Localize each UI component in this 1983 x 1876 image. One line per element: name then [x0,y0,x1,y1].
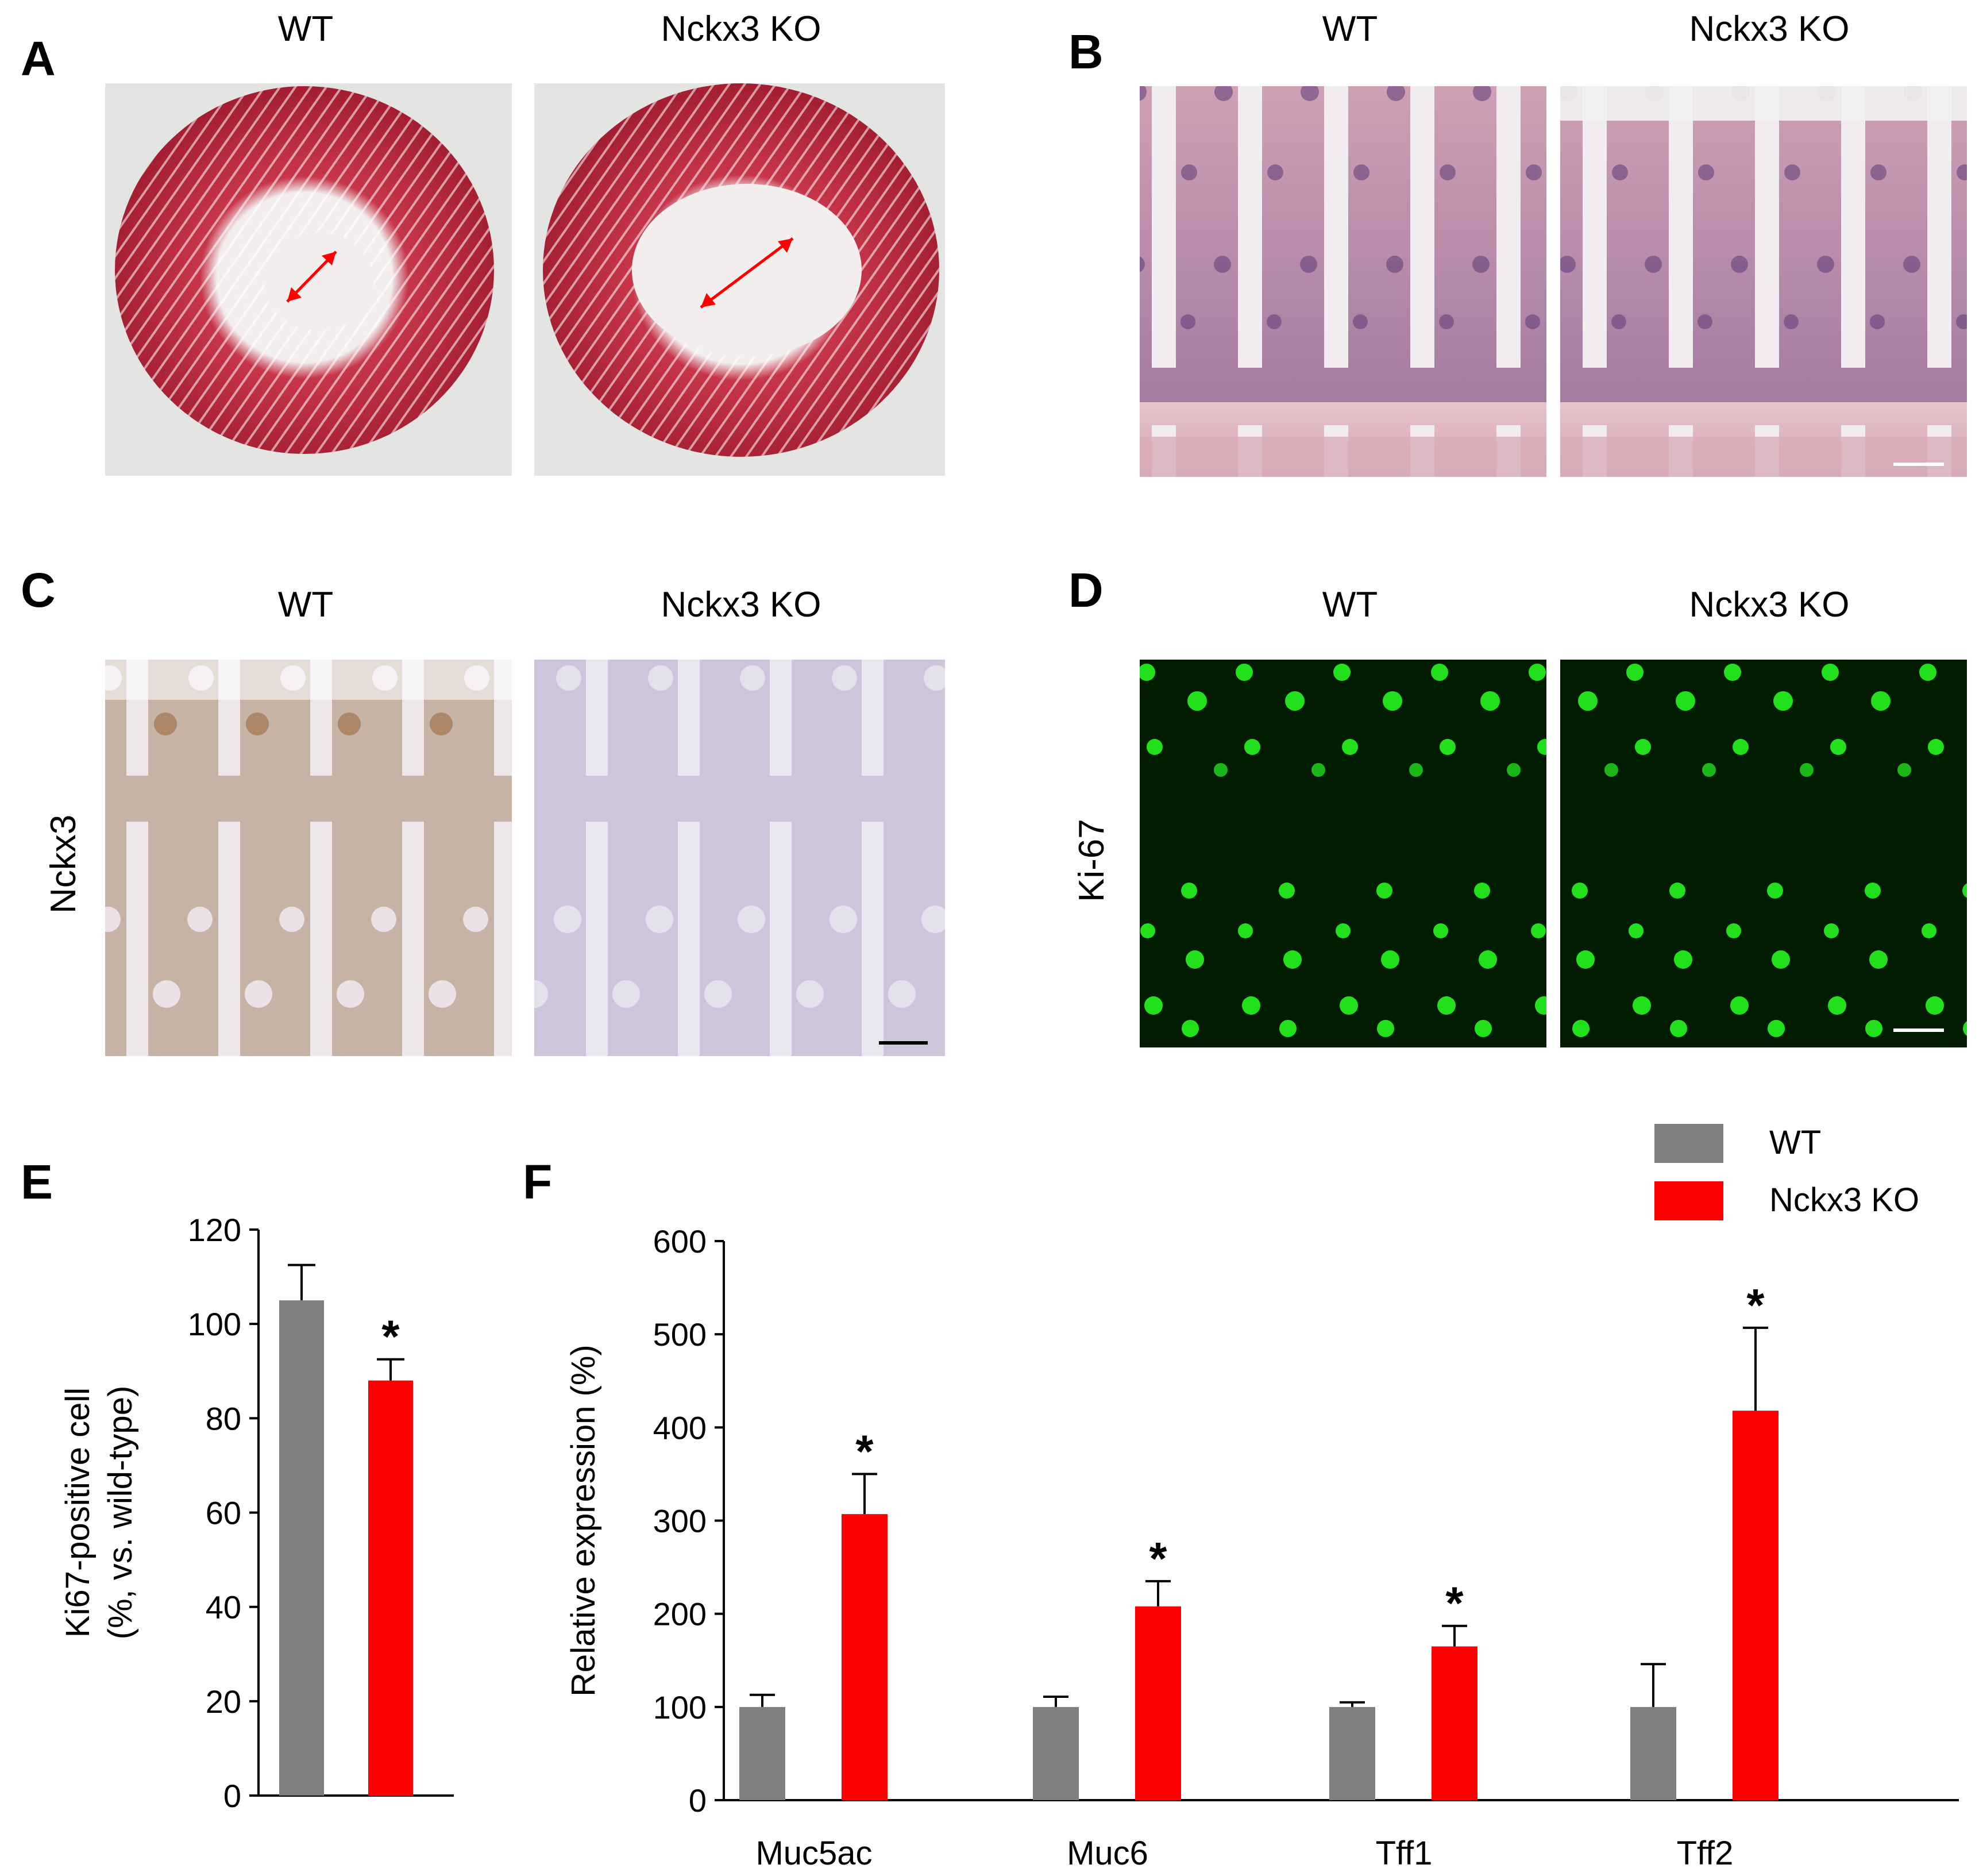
panel-b-ko-label: Nckx3 KO [1689,9,1850,49]
panel-letter-e: E [21,1155,53,1209]
chart-f-bar-muc6-ko [1135,1606,1181,1800]
chart-e-bar-ko [368,1380,413,1796]
panel-letter-c: C [21,563,56,617]
panel-b-ko-image [1560,86,1967,477]
chart-f-y-tick-label: 200 [653,1596,707,1632]
panel-a-wt-label: WT [277,9,334,49]
panel-a-ko-arrow [700,237,794,309]
chart-f-y-tick-label: 500 [653,1316,707,1353]
panel-letter-d: D [1068,563,1104,617]
chart-f-bar-tff2-ko [1733,1411,1778,1800]
panel-d-wt-image [1140,660,1546,1047]
chart-e-y-tick-label: 120 [188,1212,241,1248]
panel-a-wt-image [105,83,512,476]
chart-f-significance: * [1149,1533,1167,1584]
chart-e-y-tick-label: 0 [223,1778,241,1814]
chart-e-y-tick-label: 40 [206,1589,241,1625]
panel-b-wt-image [1140,86,1546,477]
chart-e-bar-wt [279,1300,324,1796]
panel-c-wt-label: WT [277,585,334,625]
panel-c-wt-image [105,660,512,1056]
panel-c-ko-label: Nckx3 KO [661,585,821,625]
chart-f-y-tick-label: 300 [653,1503,707,1539]
chart-f-x-tick-label: Muc5ac [755,1835,872,1867]
chart-e-y-tick-label: 100 [188,1306,241,1342]
chart-e-y-tick-label: 80 [206,1400,241,1436]
panel-b-wt-label: WT [1322,9,1378,49]
panel-a-ko-label: Nckx3 KO [661,9,821,49]
panel-b-scale-bar [1893,463,1944,466]
panel-d-ko-image [1560,660,1967,1047]
chart-f-y-tick-label: 100 [653,1689,707,1725]
chart-f-y-tick-label: 0 [689,1782,707,1819]
panel-letter-a: A [21,32,56,86]
panel-letter-f: F [523,1155,553,1209]
chart-e-y-tick-label: 60 [206,1495,241,1531]
chart-f-y-label: Relative expression (%) [565,1345,602,1696]
panel-d-wt-label: WT [1322,585,1378,625]
chart-f-x-tick-label: Tff1 [1376,1835,1433,1867]
chart-f-bar-muc5ac-ko [842,1514,888,1800]
chart-f-significance: * [1746,1280,1765,1331]
chart-f-legend-swatch-wt [1654,1124,1723,1163]
chart-f: 0 100 200 300 400 500 600 Relative expression (… [565,1124,1959,1867]
chart-f-bar-tff2-wt [1630,1706,1676,1800]
chart-f-bar-tff1-wt [1329,1706,1375,1800]
chart-f-significance: * [855,1426,874,1477]
chart-f-bar-tff1-ko [1432,1646,1477,1800]
chart-f-bar-muc5ac-wt [739,1706,785,1800]
chart-f-legend-label: Nckx3 KO [1769,1181,1919,1219]
micrograph-area [105,83,1967,1056]
chart-f-y-tick-label: 400 [653,1409,707,1446]
chart-f-bar-muc6-wt [1033,1706,1079,1800]
chart-e-y-tick-label: 20 [206,1684,241,1720]
panel-letter-b: B [1068,25,1104,79]
chart-f-x-tick-label: Tff2 [1677,1835,1734,1867]
chart-e-significance: * [381,1311,400,1362]
panel-d-scale-bar [1893,1028,1944,1032]
chart-f-legend-label: WT [1769,1124,1821,1161]
panel-c-scale-bar [879,1041,928,1045]
chart-f-legend-swatch-ko [1654,1181,1723,1220]
chart-e-y-label: Ki67-positive cell (%, vs. wild-type) [59,1386,139,1640]
chart-f-significance: * [1445,1578,1464,1629]
panel-d-ko-label: Nckx3 KO [1689,585,1850,625]
chart-f-x-tick-label: Muc6 [1067,1835,1148,1867]
chart-e: 0 20 40 60 80 100 120 Ki67-positive cell (%, vs.… [59,1212,454,1814]
chart-f-y-tick-label: 600 [653,1223,707,1259]
panel-c-ko-image [534,660,945,1056]
panel-a-ko-image [534,83,945,476]
